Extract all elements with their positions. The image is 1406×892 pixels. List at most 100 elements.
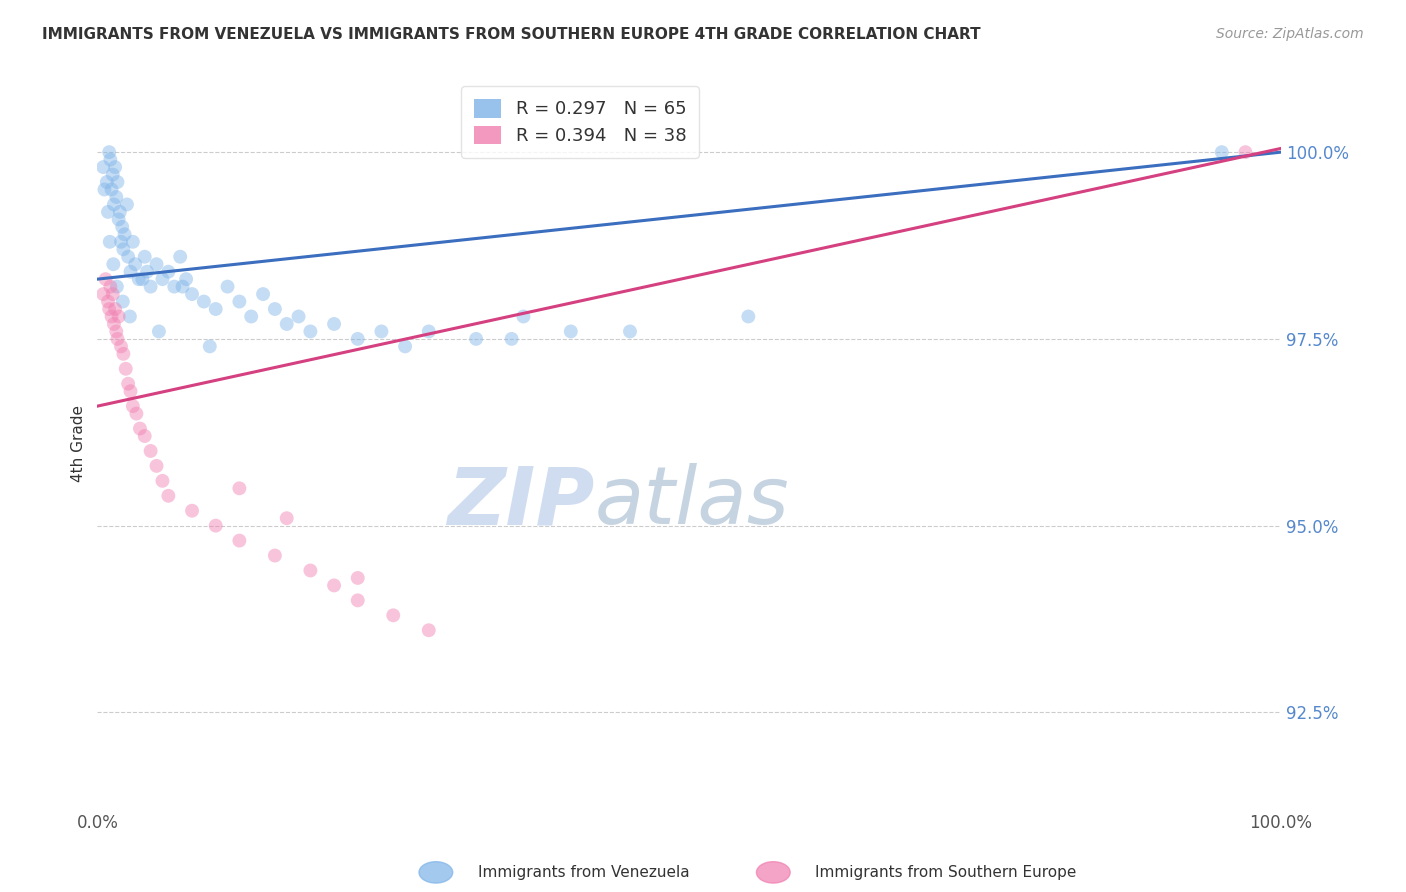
- Point: [98, 301, 121, 316]
- Point: [204, 518, 226, 533]
- Point: [103, 317, 125, 331]
- Text: atlas: atlas: [595, 463, 789, 541]
- Point: [619, 325, 641, 339]
- Point: [560, 325, 582, 339]
- Point: [98, 279, 121, 293]
- Point: [111, 219, 134, 234]
- Point: [101, 168, 124, 182]
- Point: [198, 339, 221, 353]
- Point: [112, 347, 135, 361]
- Point: [105, 325, 128, 339]
- Point: [382, 608, 405, 623]
- Point: [152, 272, 174, 286]
- Point: [117, 376, 139, 391]
- Point: [107, 175, 129, 189]
- Point: [181, 287, 204, 301]
- Point: [98, 235, 121, 249]
- Point: [104, 160, 127, 174]
- Point: [181, 504, 204, 518]
- Point: [107, 332, 129, 346]
- Point: [96, 175, 118, 189]
- Point: [120, 384, 142, 399]
- Point: [169, 250, 191, 264]
- Point: [98, 145, 121, 160]
- Point: [299, 325, 322, 339]
- Point: [264, 549, 287, 563]
- Point: [91, 287, 114, 301]
- Point: [107, 212, 129, 227]
- Point: [1211, 145, 1233, 160]
- Point: [110, 235, 132, 249]
- Point: [276, 511, 298, 525]
- Point: [114, 361, 136, 376]
- Point: [501, 332, 523, 346]
- Point: [94, 272, 117, 286]
- Point: [252, 287, 274, 301]
- Point: [512, 310, 534, 324]
- Text: Immigrants from Southern Europe: Immigrants from Southern Europe: [815, 865, 1077, 880]
- Y-axis label: 4th Grade: 4th Grade: [72, 405, 86, 482]
- Point: [134, 429, 156, 443]
- Point: [100, 310, 122, 324]
- Point: [193, 294, 215, 309]
- Point: [107, 310, 129, 324]
- Point: [418, 624, 440, 638]
- Point: [117, 250, 139, 264]
- Point: [152, 474, 174, 488]
- Point: [103, 257, 125, 271]
- Point: [240, 310, 263, 324]
- Point: [100, 182, 122, 196]
- Point: [418, 325, 440, 339]
- Point: [124, 257, 146, 271]
- Point: [105, 190, 128, 204]
- Point: [129, 421, 152, 435]
- Point: [128, 272, 150, 286]
- Point: [101, 287, 124, 301]
- Point: [228, 533, 250, 548]
- Point: [323, 317, 346, 331]
- Point: [228, 481, 250, 495]
- Point: [93, 182, 115, 196]
- Point: [228, 294, 250, 309]
- Legend: R = 0.297   N = 65, R = 0.394   N = 38: R = 0.297 N = 65, R = 0.394 N = 38: [461, 87, 699, 158]
- Point: [108, 205, 131, 219]
- Point: [111, 294, 134, 309]
- Point: [114, 227, 136, 242]
- Point: [112, 242, 135, 256]
- Point: [1234, 145, 1257, 160]
- Point: [131, 272, 153, 286]
- Point: [139, 279, 162, 293]
- Text: Immigrants from Venezuela: Immigrants from Venezuela: [478, 865, 690, 880]
- Text: IMMIGRANTS FROM VENEZUELA VS IMMIGRANTS FROM SOUTHERN EUROPE 4TH GRADE CORRELATI: IMMIGRANTS FROM VENEZUELA VS IMMIGRANTS …: [42, 27, 981, 42]
- Point: [103, 197, 125, 211]
- Point: [346, 332, 368, 346]
- Point: [264, 301, 287, 316]
- Point: [370, 325, 392, 339]
- Point: [204, 301, 226, 316]
- Point: [98, 153, 121, 167]
- Point: [121, 399, 143, 413]
- Point: [346, 593, 368, 607]
- Point: [136, 265, 159, 279]
- Point: [172, 279, 194, 293]
- Point: [104, 301, 127, 316]
- Text: Source: ZipAtlas.com: Source: ZipAtlas.com: [1216, 27, 1364, 41]
- Point: [346, 571, 368, 585]
- Point: [110, 339, 132, 353]
- Point: [145, 257, 167, 271]
- Text: ZIP: ZIP: [447, 463, 595, 541]
- Point: [145, 458, 167, 473]
- Point: [97, 294, 120, 309]
- Point: [323, 578, 346, 592]
- Point: [737, 310, 759, 324]
- Point: [394, 339, 416, 353]
- Point: [118, 310, 141, 324]
- Point: [465, 332, 488, 346]
- Point: [134, 250, 156, 264]
- Point: [105, 279, 128, 293]
- Point: [157, 489, 180, 503]
- Point: [91, 160, 114, 174]
- Point: [276, 317, 298, 331]
- Point: [217, 279, 239, 293]
- Point: [148, 325, 170, 339]
